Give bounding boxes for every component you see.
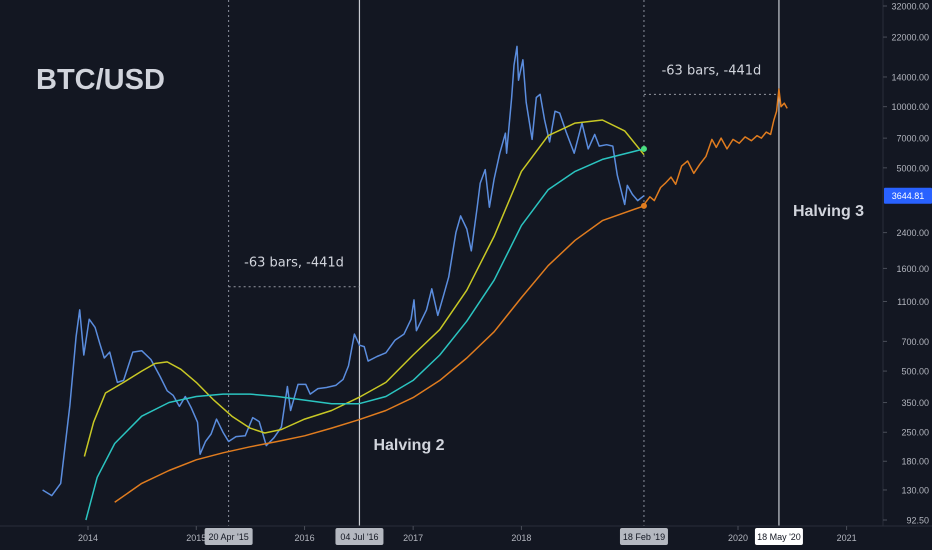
- y-tick-label-3: 10000.00: [891, 102, 929, 112]
- price-axis[interactable]: 32000.00 22000.00 14000.00 10000.00 7000.00 5…: [883, 2, 932, 526]
- series-line-2: [85, 148, 645, 521]
- x-tick-label-4: 2018: [511, 533, 531, 543]
- chart-title: BTC/USD: [36, 64, 165, 96]
- y-tick-label-9: 700.00: [901, 337, 929, 347]
- y-tick-label-5: 5000.00: [896, 163, 929, 173]
- x-tick-label-5: 2020: [728, 533, 748, 543]
- markers-layer: [640, 145, 647, 209]
- series-line-1: [83, 119, 645, 457]
- y-tick-label-0: 32000.00: [891, 2, 929, 12]
- date-label-0: 20 Apr '15: [208, 532, 248, 542]
- x-tick-label-2: 2016: [295, 533, 315, 543]
- date-label-1: 04 Jul '16: [340, 532, 378, 542]
- current-price-badge: [884, 187, 932, 204]
- x-tick-label-6: 2021: [837, 533, 857, 543]
- date-label-2: 18 Feb '19: [623, 532, 665, 542]
- date-label-badge-0: [204, 528, 253, 545]
- price-axis-background: [883, 0, 932, 526]
- y-tick-label-13: 180.00: [901, 457, 929, 467]
- marker-dot-1: [640, 202, 647, 209]
- measure-tools: -63 bars, -441d -63 bars, -441d: [228, 63, 779, 288]
- x-tick-label-3: 2017: [403, 533, 423, 543]
- time-axis[interactable]: 2014 2015 2016 2017 2018 2020 2021: [78, 526, 857, 543]
- x-tick-label-0: 2014: [78, 533, 98, 543]
- series-layer: [42, 45, 788, 521]
- y-tick-label-2: 14000.00: [891, 72, 929, 82]
- y-tick-label-4: 7000.00: [896, 134, 929, 144]
- y-tick-label-7: 1600.00: [896, 264, 929, 274]
- x-tick-label-1: 2015: [186, 533, 206, 543]
- y-tick-label-15: 92.50: [906, 516, 929, 526]
- y-tick-label-12: 250.00: [901, 428, 929, 438]
- series-line-4: [643, 88, 788, 205]
- measure-label-0: -63 bars, -441d: [244, 256, 344, 271]
- date-labels: 20 Apr '15 04 Jul '16 18 Feb '19 18 May '20: [204, 528, 803, 545]
- y-tick-label-11: 350.00: [901, 398, 929, 408]
- annotations: Halving 2 Halving 3: [373, 203, 864, 454]
- series-line-3: [114, 205, 645, 503]
- y-tick-label-1: 22000.00: [891, 33, 929, 43]
- series-line-0: [42, 45, 645, 497]
- measure-label-1: -63 bars, -441d: [662, 63, 762, 78]
- y-tick-label-10: 500.00: [901, 367, 929, 377]
- y-tick-label-8: 1100.00: [897, 297, 929, 307]
- marker-dot-0: [640, 145, 647, 152]
- date-label-badge-1: [335, 528, 384, 545]
- annotation-label-0: Halving 2: [373, 437, 444, 454]
- vertical-lines: [228, 0, 780, 526]
- date-label-3: 18 May '20: [757, 532, 801, 542]
- y-tick-label-14: 130.00: [901, 485, 929, 495]
- date-label-badge-3: [754, 528, 803, 545]
- annotation-label-1: Halving 3: [793, 203, 864, 220]
- current-price-label: 3644.81: [892, 191, 925, 201]
- y-tick-label-6: 2400.00: [896, 228, 929, 238]
- date-label-badge-2: [619, 528, 668, 545]
